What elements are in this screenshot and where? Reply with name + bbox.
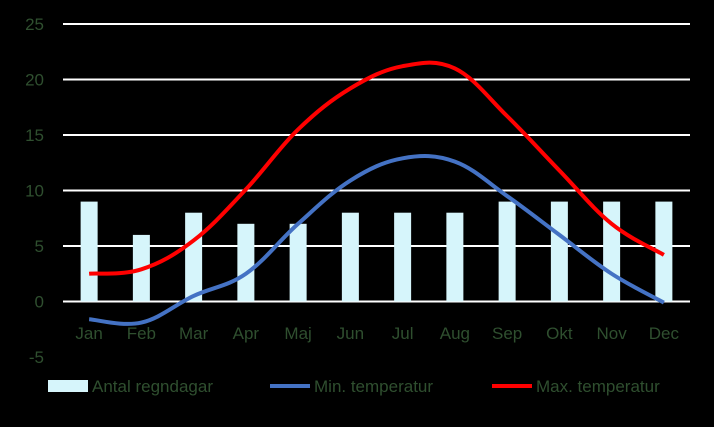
bar-series	[80, 201, 673, 302]
gridlines	[63, 23, 690, 303]
line-min-temperatur	[88, 154, 665, 326]
bar-jun	[341, 212, 359, 302]
bar-aug	[446, 212, 464, 302]
y-tick-label: 15	[25, 126, 44, 145]
x-tick-label: Feb	[127, 324, 156, 343]
y-tick-label: 25	[25, 15, 44, 34]
line-series	[88, 60, 665, 326]
x-axis-ticks: Jan Feb Mar Apr Maj Jun Jul Aug Sep Okt Nov Dec	[75, 324, 679, 343]
bar-dec	[655, 201, 673, 302]
x-tick-label: Dec	[649, 324, 680, 343]
x-tick-label: Aug	[440, 324, 470, 343]
x-tick-label: Okt	[546, 324, 573, 343]
bar-okt	[550, 201, 568, 302]
y-tick-label: -5	[29, 348, 44, 367]
x-tick-label: Jan	[75, 324, 102, 343]
legend-label: Min. temperatur	[314, 377, 433, 396]
x-tick-label: Nov	[597, 324, 628, 343]
y-tick-label: 0	[35, 293, 44, 312]
x-tick-label: Jul	[392, 324, 414, 343]
x-tick-label: Sep	[492, 324, 522, 343]
y-tick-label: 20	[25, 71, 44, 90]
bar-mar	[185, 212, 203, 302]
legend-label: Antal regndagar	[92, 377, 213, 396]
x-tick-label: Apr	[233, 324, 260, 343]
x-tick-label: Mar	[179, 324, 209, 343]
y-tick-label: 5	[35, 237, 44, 256]
bar-apr	[237, 223, 255, 302]
bar-jan	[80, 201, 98, 302]
bar-sep	[498, 201, 516, 302]
y-axis-ticks: -5 0 5 10 15 20 25	[25, 15, 44, 367]
legend-label: Max. temperatur	[536, 377, 660, 396]
legend: Antal regndagar Min. temperatur Max. tempe…	[48, 377, 660, 396]
bar-jul	[394, 212, 412, 302]
x-tick-label: Jun	[337, 324, 364, 343]
legend-swatch	[48, 380, 88, 392]
x-tick-label: Maj	[284, 324, 311, 343]
y-tick-label: 10	[25, 182, 44, 201]
bar-maj	[289, 223, 307, 302]
line-max-temperatur	[88, 60, 665, 276]
